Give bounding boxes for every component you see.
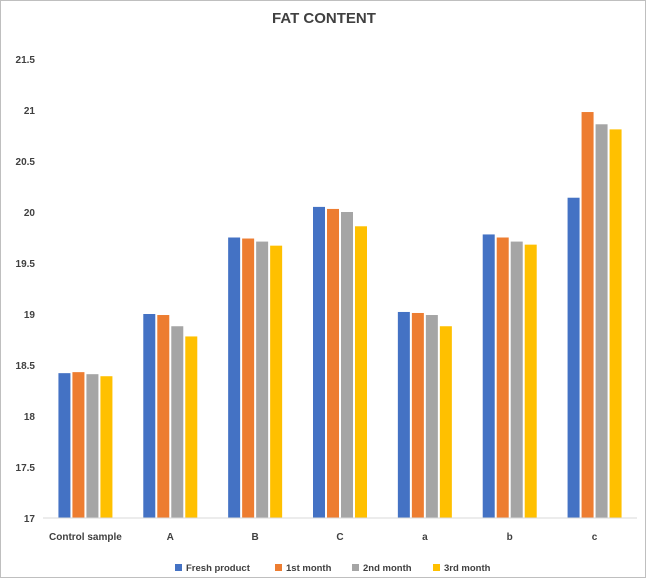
bar-3rd-month-5 bbox=[524, 244, 537, 518]
bar-2nd-month-1 bbox=[171, 326, 184, 518]
bar-1st-month-5 bbox=[496, 237, 509, 518]
x-tick-label: B bbox=[252, 532, 259, 543]
legend-label: Fresh product bbox=[186, 563, 251, 574]
bar-3rd-month-2 bbox=[270, 245, 283, 518]
bar-2nd-month-4 bbox=[425, 315, 438, 518]
bar-3rd-month-6 bbox=[609, 129, 622, 518]
x-tick-label: C bbox=[336, 532, 343, 543]
legend: Fresh product 1st month 2nd month 3rd month bbox=[175, 563, 491, 574]
y-tick-label: 20 bbox=[24, 208, 36, 219]
y-tick-label: 19 bbox=[24, 310, 36, 321]
bar-1st-month-3 bbox=[327, 208, 339, 518]
bar-2nd-month-5 bbox=[510, 241, 523, 518]
legend-swatch bbox=[175, 564, 182, 571]
bar-3rd-month-3 bbox=[355, 226, 367, 518]
x-tick-label: A bbox=[167, 532, 174, 543]
bar-fresh-product-6 bbox=[567, 197, 580, 518]
bar-fresh-product-2 bbox=[228, 237, 241, 518]
bar-1st-month-6 bbox=[581, 112, 594, 518]
y-tick-label: 21 bbox=[24, 106, 36, 117]
y-tick-label: 18.5 bbox=[16, 361, 36, 372]
legend-swatch bbox=[433, 564, 440, 571]
legend-label: 2nd month bbox=[363, 563, 412, 574]
x-tick-label: b bbox=[507, 532, 513, 543]
x-tick-label: c bbox=[592, 532, 598, 543]
bar-2nd-month-2 bbox=[256, 241, 269, 518]
y-axis: 17 17.5 18 18.5 19 19.5 20 20.5 21 21.5 bbox=[16, 55, 36, 525]
y-tick-label: 17.5 bbox=[16, 463, 36, 474]
y-tick-label: 18 bbox=[24, 412, 36, 423]
bar-1st-month-2 bbox=[242, 238, 255, 518]
bar-fresh-product-0 bbox=[58, 373, 71, 518]
bar-fresh-product-3 bbox=[313, 206, 325, 518]
y-tick-label: 19.5 bbox=[16, 259, 36, 270]
bar-1st-month-1 bbox=[157, 315, 170, 518]
legend-label: 1st month bbox=[286, 563, 332, 574]
chart-title: FAT CONTENT bbox=[272, 10, 376, 27]
bar-fresh-product-4 bbox=[397, 311, 410, 518]
bar-2nd-month-3 bbox=[341, 212, 353, 518]
bar-2nd-month-6 bbox=[595, 124, 608, 518]
x-tick-label: Control sample bbox=[49, 532, 122, 543]
bar-3rd-month-1 bbox=[185, 336, 198, 518]
bar-fresh-product-5 bbox=[482, 234, 495, 518]
y-tick-label: 20.5 bbox=[16, 157, 36, 168]
bar-fresh-product-1 bbox=[143, 314, 156, 518]
bar-3rd-month-0 bbox=[100, 376, 113, 518]
legend-swatch bbox=[352, 564, 359, 571]
y-tick-label: 17 bbox=[24, 514, 36, 525]
legend-label: 3rd month bbox=[444, 563, 491, 574]
bar-2nd-month-0 bbox=[86, 374, 99, 518]
bar-1st-month-0 bbox=[72, 372, 85, 518]
y-tick-label: 21.5 bbox=[16, 55, 36, 66]
bars bbox=[58, 112, 622, 518]
legend-swatch bbox=[275, 564, 282, 571]
bar-3rd-month-4 bbox=[439, 326, 452, 518]
bar-1st-month-4 bbox=[411, 312, 424, 518]
x-tick-label: a bbox=[422, 532, 428, 543]
